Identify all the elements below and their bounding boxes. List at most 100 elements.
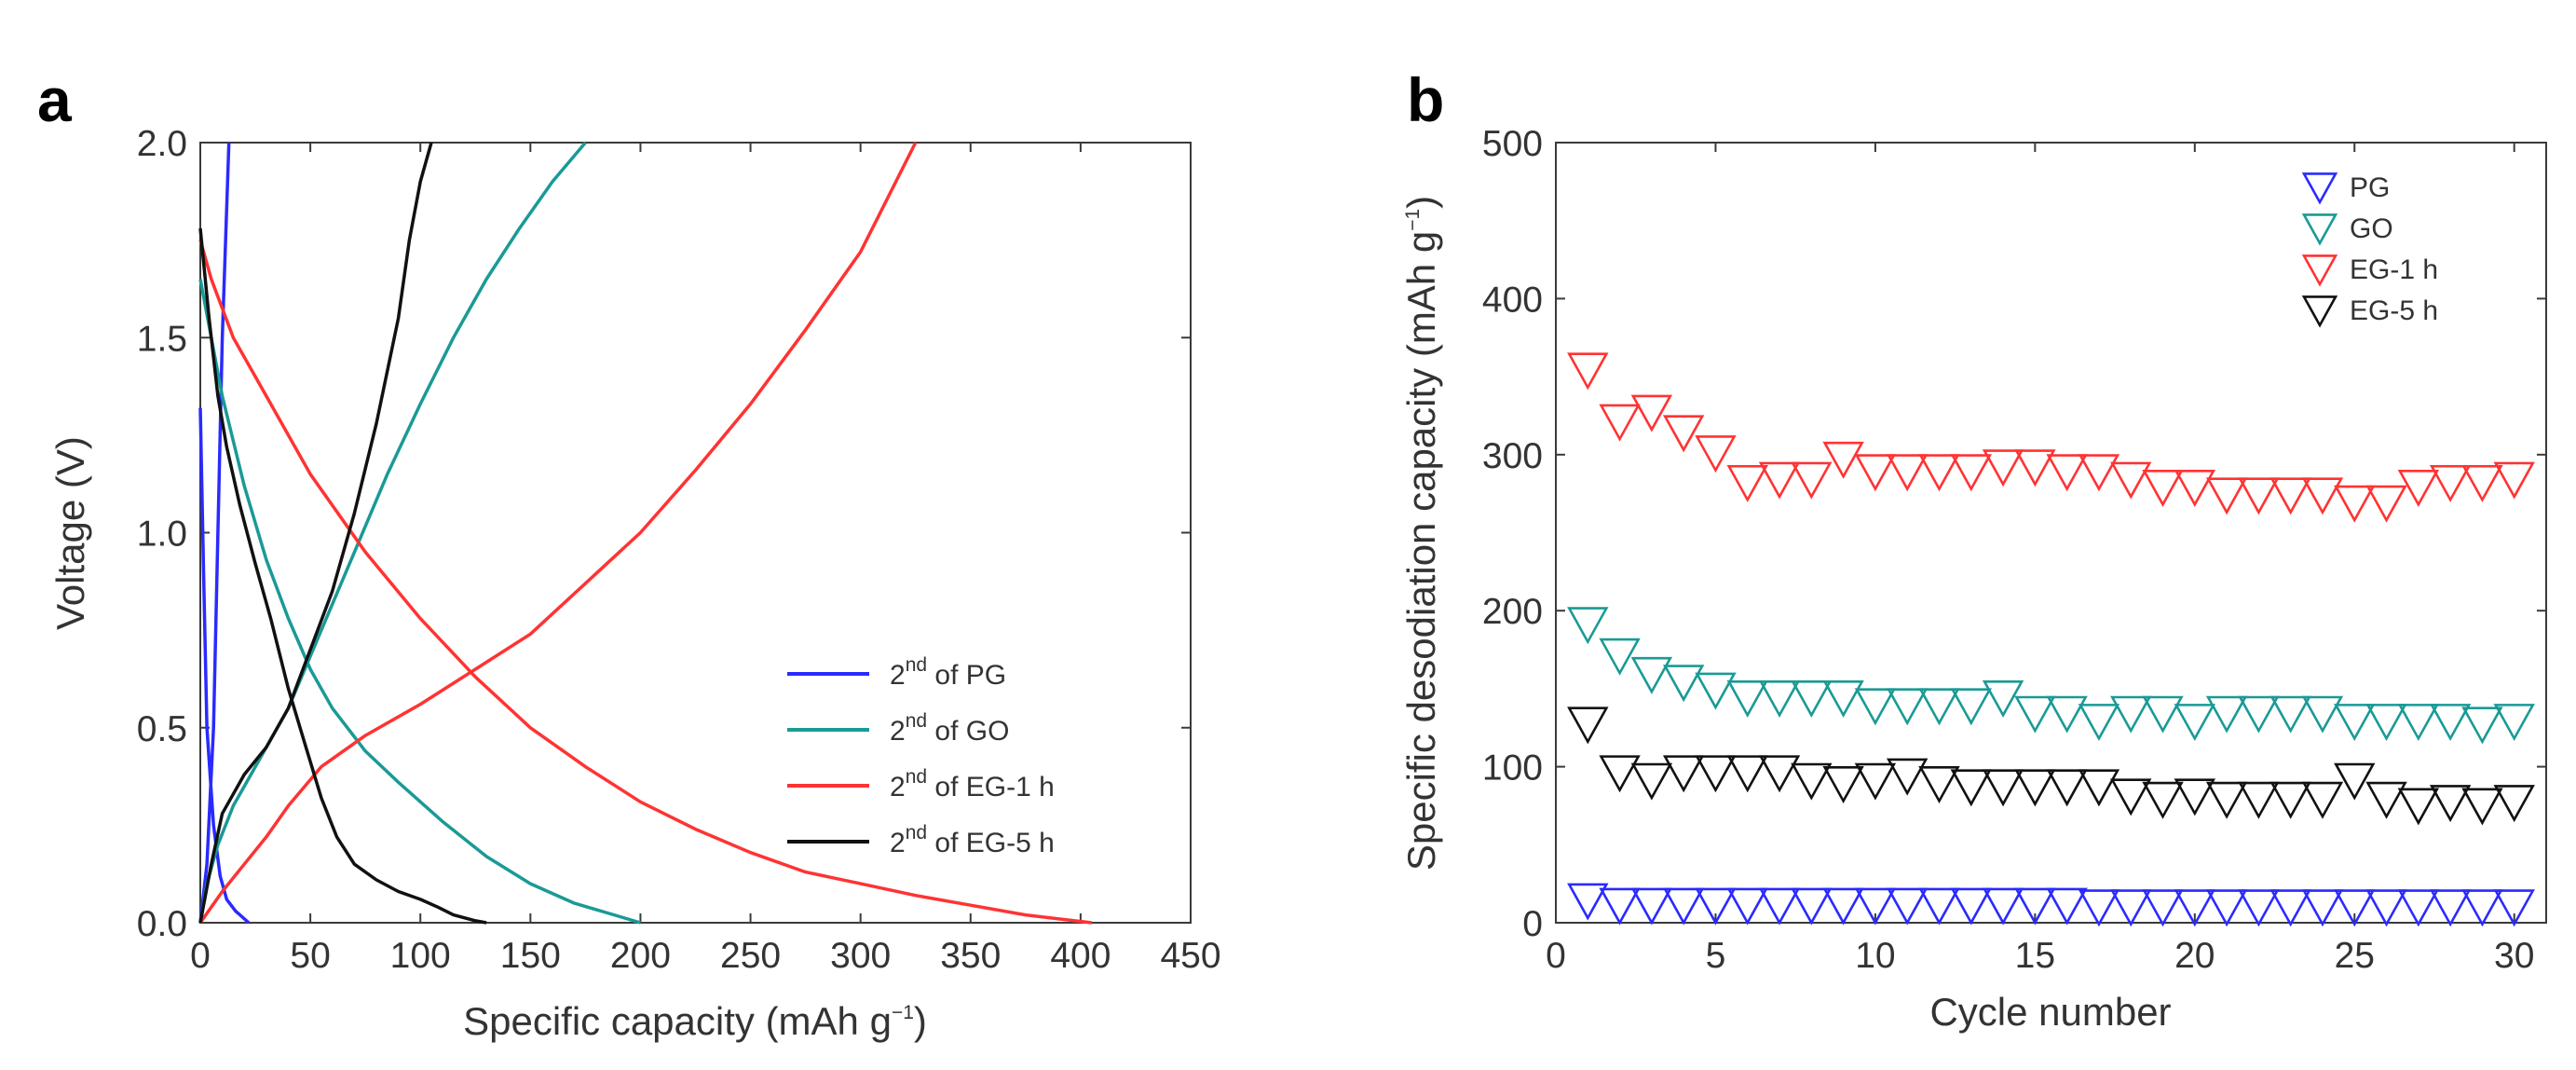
data-point-pg <box>2301 889 2344 927</box>
data-point-eg-5-h <box>1599 755 1641 793</box>
data-point-pg <box>1567 883 1609 921</box>
data-point-eg-1-h <box>1822 441 1864 479</box>
chart-a-x-tick-label: 400 <box>1050 936 1111 976</box>
data-point-pg <box>2205 889 2248 927</box>
data-point-eg-1-h <box>1695 435 1737 473</box>
data-point-eg-1-h <box>2461 464 2503 502</box>
data-point-eg-1-h <box>1982 449 2024 487</box>
data-point-go <box>2429 704 2472 742</box>
data-point-go <box>2461 706 2503 745</box>
data-point-eg-5-h <box>1567 706 1609 745</box>
data-point-eg-5-h <box>1854 762 1897 801</box>
data-point-pg <box>1599 887 1641 926</box>
legend-marker-go <box>2301 213 2338 246</box>
chart-b-x-tick-label: 25 <box>2335 936 2375 976</box>
legend-label-pg: PG <box>2350 172 2390 203</box>
data-point-eg-1-h <box>1791 461 1833 500</box>
data-point-eg-5-h <box>2014 769 2056 807</box>
data-point-pg <box>1982 887 2024 926</box>
data-point-pg <box>1822 887 1864 926</box>
data-point-eg-1-h <box>2334 485 2376 523</box>
data-point-eg-5-h <box>2429 785 2472 823</box>
data-point-eg-5-h <box>2142 781 2184 819</box>
chart-a-x-tick-label: 200 <box>610 936 671 976</box>
data-point-eg-1-h <box>2238 477 2280 515</box>
data-point-go <box>2046 695 2088 734</box>
data-point-go <box>2334 704 2376 742</box>
data-point-eg-5-h <box>1950 769 1992 807</box>
chart-b-x-tick-label: 20 <box>2174 936 2215 976</box>
data-point-go <box>2238 695 2280 734</box>
data-point-go <box>1950 688 1992 726</box>
legend-label-eg-5-h: EG-5 h <box>2350 295 2438 326</box>
data-point-pg <box>2078 889 2120 927</box>
legend-marker-eg-1-h <box>2301 254 2338 287</box>
data-point-go <box>1918 688 1960 726</box>
legend-marker-pg <box>2301 172 2338 205</box>
chart-a-x-tick-label: 0 <box>190 936 211 976</box>
legend-label-2nd-of-eg-5-h: 2nd of EG-5 h <box>890 822 1055 858</box>
data-point-pg <box>2493 889 2535 927</box>
legend-label-eg-1-h: EG-1 h <box>2350 254 2438 285</box>
legend-label-2nd-of-eg-1-h: 2nd of EG-1 h <box>890 766 1055 802</box>
data-point-eg-1-h <box>1758 461 1801 500</box>
data-point-eg-1-h <box>2078 454 2120 492</box>
data-point-eg-5-h <box>2205 781 2248 819</box>
chart-a-x-tick-label: 100 <box>390 936 451 976</box>
data-point-eg-1-h <box>1854 454 1897 492</box>
data-point-eg-5-h <box>2078 769 2120 807</box>
data-point-go <box>2269 695 2311 734</box>
data-point-eg-1-h <box>2014 449 2056 487</box>
chart-a-y-axis-title: Voltage (V) <box>48 436 92 630</box>
data-point-pg <box>1854 887 1897 926</box>
chart-a-x-tick-label: 150 <box>500 936 561 976</box>
data-point-eg-1-h <box>1726 464 1768 502</box>
legend-label-go: GO <box>2350 213 2393 244</box>
data-point-eg-5-h <box>2301 781 2344 819</box>
data-point-go <box>1630 656 1673 694</box>
chart-b-y-axis-title: Specific desodiation capacity (mAh g−1) <box>1399 196 1443 871</box>
data-point-pg <box>1662 887 1705 926</box>
data-point-eg-5-h <box>1726 755 1768 793</box>
data-point-go <box>1726 679 1768 718</box>
data-point-eg-1-h <box>1886 454 1929 492</box>
data-point-eg-1-h <box>1599 404 1641 442</box>
chart-a-ticks: 0 50 100 150 200 250 300 350 400 450 0.0 0.5 1.0 1.5 2… <box>137 124 1221 976</box>
data-point-eg-1-h <box>2205 477 2248 515</box>
data-point-eg-1-h <box>2142 469 2184 507</box>
data-point-pg <box>1918 887 1960 926</box>
data-point-eg-5-h <box>1791 762 1833 801</box>
chart-b-x-axis-title: Cycle number <box>1929 990 2171 1034</box>
chart-a-y-tick-label: 2.0 <box>137 124 187 164</box>
data-point-eg-5-h <box>2461 788 2503 826</box>
chart-a-x-tick-label: 450 <box>1160 936 1220 976</box>
data-point-eg-1-h <box>2110 461 2152 500</box>
data-point-eg-1-h <box>2174 469 2216 507</box>
data-point-eg-5-h <box>2397 788 2440 826</box>
chart-b-x-tick-label: 5 <box>1706 936 1726 976</box>
data-point-go <box>1886 688 1929 726</box>
data-point-eg-1-h <box>1662 415 1705 453</box>
panel-label-b: b <box>1407 65 1444 134</box>
series-line-2nd-of-eg-1-h-charge <box>198 142 918 925</box>
panel-label-a: a <box>37 65 73 134</box>
data-point-pg <box>2174 889 2216 927</box>
series-line-2nd-of-go-charge <box>198 141 587 924</box>
chart-b-x-tick-label: 30 <box>2494 936 2534 976</box>
data-point-eg-5-h <box>2269 781 2311 819</box>
chart-a-x-tick-label: 300 <box>830 936 891 976</box>
chart-b-points <box>1567 352 2535 927</box>
data-point-go <box>2142 695 2184 734</box>
chart-a-y-tick-label: 1.5 <box>137 319 187 359</box>
data-point-go <box>1791 679 1833 718</box>
data-point-go <box>2014 695 2056 734</box>
data-point-pg <box>1791 887 1833 926</box>
chart-a-y-tick-label: 0.5 <box>137 709 187 749</box>
chart-b-x-tick-label: 0 <box>1546 936 1566 976</box>
data-point-pg <box>2365 889 2407 927</box>
data-point-eg-5-h <box>1695 755 1737 793</box>
data-point-go <box>2205 695 2248 734</box>
data-point-eg-5-h <box>1758 755 1801 793</box>
data-point-eg-5-h <box>2334 762 2376 801</box>
